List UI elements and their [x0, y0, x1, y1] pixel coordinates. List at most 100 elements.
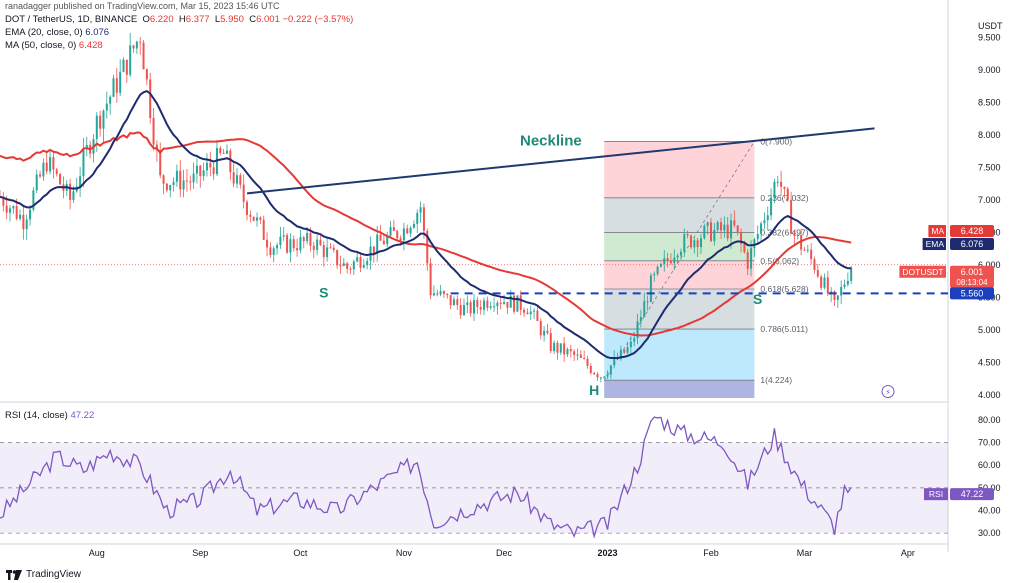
candle-body [569, 349, 572, 352]
candle-body [496, 302, 499, 307]
candle-body [810, 249, 813, 260]
ohlc-change: −0.222 (−3.57%) [282, 14, 354, 25]
candle-body [306, 233, 309, 242]
neckline-trendline [246, 127, 875, 195]
candle-body [246, 201, 249, 215]
candle-body [119, 71, 122, 93]
candle-body [636, 321, 639, 339]
candle-body [506, 302, 509, 308]
price-badge [950, 225, 994, 238]
candle-body [539, 321, 542, 336]
candle-body [633, 338, 636, 342]
candle-body [312, 245, 315, 250]
candle-body [332, 247, 335, 250]
candle-body [359, 257, 362, 268]
price-axis-tick: 8.500 [978, 97, 1001, 107]
candle-body [513, 295, 516, 312]
tradingview-logo[interactable]: TradingView [6, 569, 81, 580]
candle-body [713, 229, 716, 242]
candle-body [179, 170, 182, 190]
candle-body [509, 295, 512, 308]
ema-legend[interactable]: EMA (20, close, 0) 6.076 [5, 27, 109, 38]
symbol-legend[interactable]: DOT / TetherUS, 1D, BINANCE O6.220 H6.37… [5, 14, 353, 25]
candle-body [412, 223, 415, 228]
candle-body [603, 376, 606, 378]
candle-body [249, 214, 252, 217]
candle-body [586, 358, 589, 366]
candle-body [850, 267, 853, 281]
candle-body [372, 246, 375, 255]
candle-body [793, 233, 796, 237]
candle-body [125, 59, 128, 75]
ohlc-close: C6.001 [249, 14, 280, 25]
candle-body [399, 238, 402, 241]
rsi-legend[interactable]: RSI (14, close) 47.22 [5, 410, 94, 421]
candle-body [676, 255, 679, 258]
candle-body [826, 277, 829, 294]
price-badge [950, 265, 994, 288]
candle-body [269, 247, 272, 255]
candle-body [406, 228, 409, 234]
candle-body [209, 162, 212, 168]
candle-body [222, 152, 225, 154]
candle-body [42, 162, 45, 177]
candle-body [402, 228, 405, 241]
rsi-axis-tick: 50.00 [978, 483, 1001, 493]
candle-body [843, 284, 846, 287]
candle-body [29, 209, 32, 220]
candle-body [109, 96, 112, 104]
candle-body [840, 286, 843, 296]
candle-body [699, 238, 702, 248]
candle-body [469, 302, 472, 314]
candle-body [746, 252, 749, 269]
fib-zone [604, 260, 755, 290]
candle-body [409, 227, 412, 234]
candle-body [199, 165, 202, 177]
fib-level-label: 0.382(6.497) [760, 228, 808, 238]
pattern-label: S [753, 291, 762, 307]
candle-body [703, 225, 706, 239]
tradingview-logo-icon [6, 569, 22, 580]
ohlc-open: O6.220 [142, 14, 174, 25]
candle-body [389, 227, 392, 236]
candle-body [553, 342, 556, 352]
candle-body [59, 173, 62, 185]
candle-body [49, 157, 52, 172]
candle-body [686, 234, 689, 236]
candle-body [613, 357, 616, 366]
candle-body [776, 181, 779, 183]
ma-legend-value: 6.428 [78, 40, 103, 51]
rsi-line [0, 416, 852, 539]
candle-body [589, 365, 592, 373]
price-axis-tick: 5.000 [978, 325, 1001, 335]
candle-body [566, 349, 569, 355]
candle-body [556, 342, 559, 353]
candle-body [730, 220, 733, 239]
candle-body [546, 330, 549, 334]
candle-body [666, 258, 669, 261]
candle-body [302, 237, 305, 242]
candle-body [139, 41, 142, 43]
candle-body [486, 300, 489, 308]
candle-body [583, 357, 586, 359]
fib-trend-line [603, 141, 755, 381]
candle-body [796, 235, 799, 237]
candle-body [132, 45, 135, 49]
candle-body [152, 118, 155, 145]
candle-body [122, 59, 125, 72]
candle-body [479, 306, 482, 310]
candle-body [82, 149, 85, 177]
candle-body [252, 216, 255, 221]
symbol-name[interactable]: DOT / TetherUS, 1D, BINANCE [5, 14, 138, 25]
candle-body [382, 240, 385, 245]
candle-body [750, 248, 753, 269]
candle-body [22, 214, 25, 230]
candle-body [519, 295, 522, 310]
candle-body [112, 78, 115, 97]
ma-legend[interactable]: MA (50, close, 0) 6.428 [5, 40, 103, 51]
candle-body [149, 79, 152, 119]
candle-body [753, 239, 756, 249]
fib-level-label: 0.786(5.011) [760, 324, 808, 334]
candle-body [392, 227, 395, 231]
